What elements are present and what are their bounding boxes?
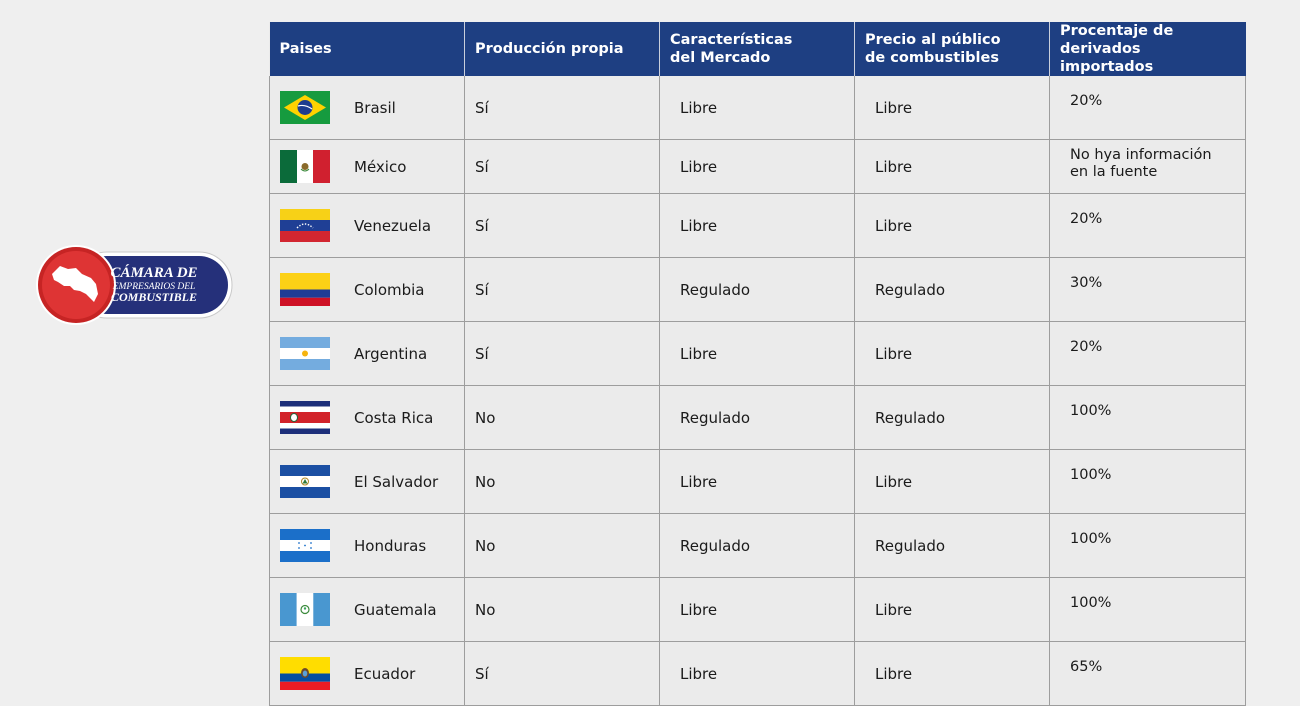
porcentaje-cell: 20% — [1049, 193, 1246, 258]
venezuela-flag-icon — [280, 209, 330, 242]
fuel-market-table: Paises Producción propia Características… — [269, 22, 1246, 706]
country-name: El Salvador — [354, 472, 439, 491]
precio-cell: Libre — [854, 641, 1050, 706]
guatemala-flag-icon — [280, 593, 330, 626]
produccion-cell: Sí — [464, 139, 660, 194]
country-name: México — [354, 157, 407, 176]
header-porcentaje: Procentaje de derivados importados — [1049, 22, 1246, 76]
table-row: Costa Rica No Regulado Regulado 100% — [269, 385, 1246, 450]
table-header-row: Paises Producción propia Características… — [269, 22, 1246, 76]
table-row: Colombia Sí Regulado Regulado 30% — [269, 257, 1246, 322]
country-name: Colombia — [354, 280, 425, 299]
precio-cell: Libre — [854, 577, 1050, 642]
produccion-cell: Sí — [464, 193, 660, 258]
mercado-cell: Libre — [659, 449, 855, 514]
table-row: Ecuador Sí Libre Libre 65% — [269, 641, 1246, 706]
logo-line2: EMPRESARIOS DEL — [112, 282, 196, 292]
produccion-cell: Sí — [464, 321, 660, 386]
produccion-cell: No — [464, 385, 660, 450]
table-row: Argentina Sí Libre Libre 20% — [269, 321, 1246, 386]
precio-cell: Regulado — [854, 257, 1050, 322]
header-produccion: Producción propia — [464, 22, 660, 76]
country-name: Ecuador — [354, 664, 416, 683]
mercado-cell: Libre — [659, 76, 855, 140]
costa-rica-map-icon — [52, 266, 98, 302]
precio-cell: Libre — [854, 321, 1050, 386]
mercado-cell: Regulado — [659, 257, 855, 322]
precio-cell: Libre — [854, 139, 1050, 194]
table-row: México Sí Libre Libre No hya información… — [269, 139, 1246, 194]
porcentaje-cell: 20% — [1049, 76, 1246, 140]
colombia-flag-icon — [280, 273, 330, 306]
mercado-cell: Libre — [659, 139, 855, 194]
mexico-flag-icon — [280, 150, 330, 183]
table-row: Brasil Sí Libre Libre 20% — [269, 76, 1246, 140]
mercado-cell: Libre — [659, 577, 855, 642]
precio-cell: Regulado — [854, 385, 1050, 450]
country-name: Venezuela — [354, 216, 432, 235]
produccion-cell: Sí — [464, 76, 660, 140]
fuel-market-table-container: Paises Producción propia Características… — [269, 22, 1246, 706]
table-row: Honduras No Regulado Regulado 100% — [269, 513, 1246, 578]
mercado-cell: Libre — [659, 641, 855, 706]
produccion-cell: No — [464, 577, 660, 642]
mercado-cell: Regulado — [659, 385, 855, 450]
porcentaje-cell: 100% — [1049, 513, 1246, 578]
camara-logo: CÁMARA DE EMPRESARIOS DEL COMBUSTIBLE — [36, 245, 233, 325]
produccion-cell: Sí — [464, 257, 660, 322]
country-name: Argentina — [354, 344, 428, 363]
produccion-cell: No — [464, 449, 660, 514]
precio-cell: Libre — [854, 449, 1050, 514]
porcentaje-cell: 100% — [1049, 577, 1246, 642]
table-row: Guatemala No Libre Libre 100% — [269, 577, 1246, 642]
table-row: El Salvador No Libre Libre 100% — [269, 449, 1246, 514]
el-salvador-flag-icon — [280, 465, 330, 498]
porcentaje-cell: 100% — [1049, 449, 1246, 514]
mercado-cell: Libre — [659, 321, 855, 386]
produccion-cell: No — [464, 513, 660, 578]
logo-line1: CÁMARA DE — [110, 264, 197, 281]
porcentaje-cell: No hya información en la fuente — [1049, 139, 1246, 194]
precio-cell: Libre — [854, 193, 1050, 258]
porcentaje-cell: 100% — [1049, 385, 1246, 450]
mercado-cell: Regulado — [659, 513, 855, 578]
produccion-cell: Sí — [464, 641, 660, 706]
logo-line3: COMBUSTIBLE — [111, 290, 197, 304]
country-name: Costa Rica — [354, 408, 434, 427]
country-name: Honduras — [354, 536, 427, 555]
mercado-cell: Libre — [659, 193, 855, 258]
porcentaje-cell: 30% — [1049, 257, 1246, 322]
table-row: Venezuela Sí Libre Libre 20% — [269, 193, 1246, 258]
ecuador-flag-icon — [280, 657, 330, 690]
costa-rica-flag-icon — [280, 401, 330, 434]
country-name: Brasil — [354, 98, 396, 117]
porcentaje-cell: 65% — [1049, 641, 1246, 706]
porcentaje-cell: 20% — [1049, 321, 1246, 386]
brazil-flag-icon — [280, 91, 330, 124]
header-pais: Paises — [269, 22, 465, 76]
header-mercado: Características del Mercado — [659, 22, 855, 76]
country-name: Guatemala — [354, 600, 437, 619]
precio-cell: Libre — [854, 76, 1050, 140]
honduras-flag-icon — [280, 529, 330, 562]
precio-cell: Regulado — [854, 513, 1050, 578]
argentina-flag-icon — [280, 337, 330, 370]
header-precio: Precio al público de combustibles — [854, 22, 1050, 76]
